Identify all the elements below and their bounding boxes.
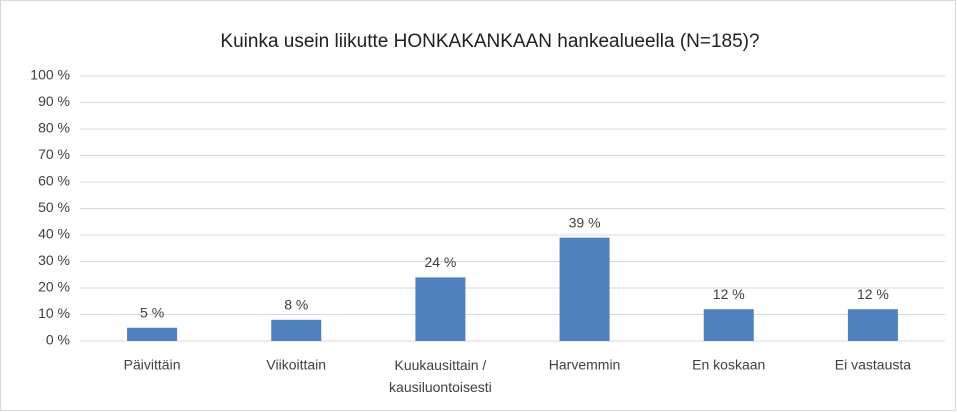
x-tick-label: Harvemmin <box>549 357 621 373</box>
y-tick-label: 90 % <box>38 93 70 109</box>
x-tick-label: Ei vastausta <box>835 357 911 373</box>
chart-title: Kuinka usein liikutte HONKAKANKAAN hanke… <box>220 31 759 52</box>
bar <box>559 237 610 341</box>
y-tick-label: 30 % <box>38 252 70 268</box>
x-tick-label: En koskaan <box>692 357 765 373</box>
y-tick-label: 40 % <box>38 226 70 242</box>
y-tick-label: 20 % <box>38 279 70 295</box>
y-tick-label: 80 % <box>38 120 70 136</box>
bar <box>703 309 754 341</box>
x-tick-label: Päivittäin <box>124 357 181 373</box>
bar <box>415 277 466 341</box>
data-label: 12 % <box>857 286 889 302</box>
data-label: 5 % <box>140 304 164 320</box>
data-label: 8 % <box>284 297 308 313</box>
y-tick-label: 0 % <box>46 332 70 348</box>
y-tick-label: 70 % <box>38 146 70 162</box>
y-tick-label: 100 % <box>30 67 70 83</box>
bar <box>127 327 178 341</box>
bar <box>847 309 898 341</box>
y-tick-label: 60 % <box>38 173 70 189</box>
y-tick-label: 10 % <box>38 305 70 321</box>
data-label: 24 % <box>424 254 456 270</box>
x-tick-label: Viikoittain <box>266 357 326 373</box>
y-tick-label: 50 % <box>38 199 70 215</box>
x-tick-label: Kuukausittain / kausiluontoisesti <box>389 357 492 395</box>
bar <box>271 319 322 341</box>
data-label: 12 % <box>713 286 745 302</box>
data-label: 39 % <box>569 214 601 230</box>
